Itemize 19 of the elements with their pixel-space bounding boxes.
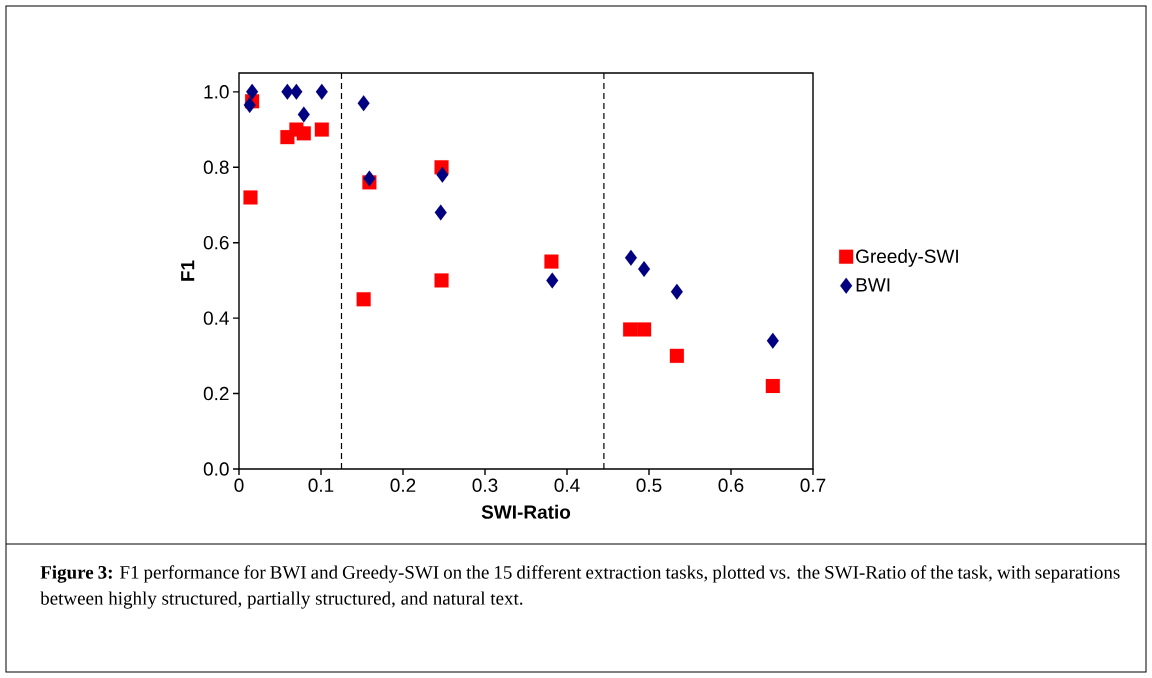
y-tick-label: 0.6 — [203, 235, 229, 250]
x-tick-label: 0.7 — [800, 478, 826, 492]
x-tick-label: 0.5 — [636, 478, 662, 492]
y-axis-title: F1 — [181, 260, 195, 281]
y-tick-label: 0.0 — [203, 462, 229, 476]
y-tick-label: 1.0 — [204, 85, 229, 99]
x-axis-title: SWI-Ratio — [481, 504, 571, 519]
legend-label: BWI — [856, 278, 890, 292]
legend-label: Greedy-SWI — [856, 249, 958, 267]
x-tick-label: 0.3 — [472, 478, 498, 492]
x-tick-label: 0.2 — [390, 478, 416, 492]
y-tick-label: 0.4 — [203, 311, 229, 325]
x-tick-label: 0.4 — [554, 478, 580, 492]
text: Figure 3: F1 performance for BWI and Greedy-SWI on the 15 different extraction tasks, plotted vs. the SWI-Ratio of the task, with separations between highly structured, partially structured, and natural text. — [40, 565, 1120, 609]
x-tick-label: 0 — [234, 478, 244, 492]
y-tick-label: 0.8 — [203, 160, 229, 175]
x-tick-label: 0.1 — [308, 478, 334, 492]
x-tick-label: 0.6 — [718, 478, 744, 492]
y-tick-label: 0.2 — [203, 386, 229, 401]
